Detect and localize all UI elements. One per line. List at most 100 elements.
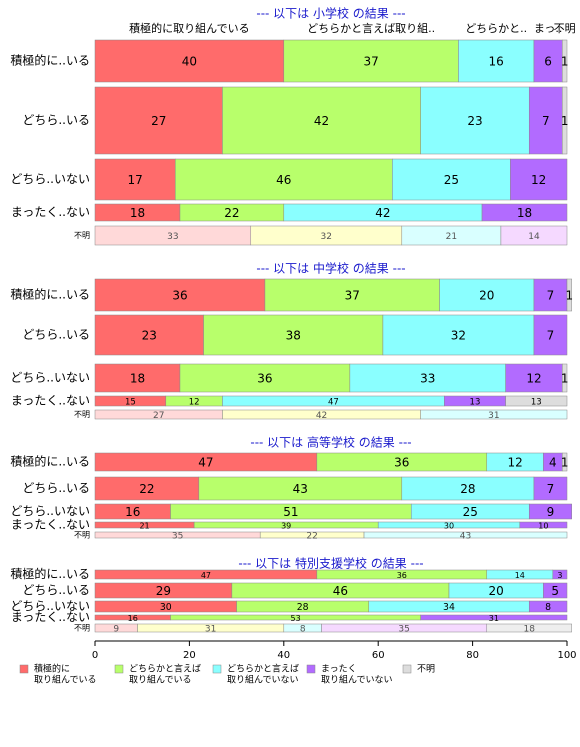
bar-segment: [486, 623, 572, 633]
value-label: 40: [182, 55, 197, 69]
value-label: 28: [297, 602, 309, 613]
bar-segment: [179, 363, 351, 393]
x-tick-label: 60: [372, 650, 385, 661]
bar-segment: [203, 314, 384, 356]
value-label: 36: [257, 372, 272, 386]
value-label: 47: [201, 571, 211, 580]
legend-label: どちらかと言えば: [129, 663, 201, 675]
legend-swatch: [212, 664, 222, 674]
bar-segment: [528, 600, 568, 613]
value-label: 13: [470, 398, 481, 408]
legend-label: 取り組んでいない: [321, 674, 393, 686]
value-label: 7: [542, 114, 550, 128]
value-label: 15: [125, 398, 136, 408]
value-label: 27: [153, 411, 164, 421]
row-label: 積極的に..いる: [10, 287, 90, 302]
value-label: 9: [547, 505, 555, 519]
bar-segment: [94, 158, 176, 201]
bar-segment: [458, 39, 535, 83]
bar-segment: [349, 363, 506, 393]
bar-segment: [528, 86, 563, 155]
value-label: 14: [515, 571, 525, 580]
value-label: 5: [551, 584, 559, 598]
legend-label: どちらかと言えば: [227, 663, 299, 675]
row-label: まったく..ない: [11, 394, 90, 408]
value-label: 46: [276, 173, 291, 187]
value-label: 21: [446, 232, 457, 242]
value-label: 35: [398, 625, 409, 635]
bar-segment: [552, 569, 568, 580]
value-label: 28: [460, 482, 475, 496]
row-label: 不明: [74, 231, 90, 240]
value-label: 36: [172, 289, 187, 303]
value-label: 7: [547, 482, 555, 496]
bar-segment: [439, 278, 535, 312]
value-label: 32: [321, 232, 332, 242]
bar-segment: [533, 39, 563, 83]
value-label: 37: [345, 289, 360, 303]
value-label: 47: [328, 398, 339, 408]
legend-swatch: [19, 664, 29, 674]
value-label: 51: [283, 505, 298, 519]
row-label: 積極的に..いる: [10, 454, 90, 469]
bar-segment: [174, 158, 393, 201]
value-label: 42: [314, 114, 329, 128]
x-tick-label: 100: [557, 650, 576, 661]
value-label: 4: [549, 456, 557, 470]
bar-segment: [283, 39, 459, 83]
legend-swatch: [306, 664, 316, 674]
value-label: 12: [507, 456, 522, 470]
row-label: どちら..いる: [22, 481, 90, 495]
value-label: 36: [394, 456, 409, 470]
value-label: 8: [300, 625, 306, 635]
row-label: 積極的に..いる: [10, 53, 90, 68]
value-label: 22: [224, 206, 239, 220]
value-label: 6: [544, 55, 552, 69]
panel-title: --- 以下は 中学校 の結果 ---: [256, 261, 405, 276]
bar-segment: [566, 278, 572, 312]
bar-segment: [264, 278, 440, 312]
value-label: 1: [566, 289, 574, 303]
value-label: 16: [489, 55, 504, 69]
value-label: 30: [160, 602, 172, 613]
value-label: 14: [528, 232, 540, 242]
value-label: 32: [451, 329, 466, 343]
row-label: まったく..ない: [11, 610, 90, 624]
row-label: どちら..いる: [22, 583, 90, 597]
value-label: 37: [363, 55, 378, 69]
value-label: 18: [130, 372, 145, 386]
panel-title: --- 以下は 小学校 の結果 ---: [256, 6, 405, 21]
column-header: 不明: [554, 22, 576, 35]
bar-segment: [94, 314, 204, 356]
bar-segment: [481, 203, 568, 222]
value-label: 43: [460, 532, 471, 542]
bar-segment: [533, 476, 568, 501]
legend-label: 取り組んでいない: [227, 674, 299, 686]
value-label: 53: [291, 614, 301, 623]
value-label: 30: [444, 522, 454, 531]
value-label: 31: [488, 411, 499, 421]
x-tick-label: 80: [466, 650, 479, 661]
value-label: 38: [286, 329, 301, 343]
value-label: 12: [189, 398, 200, 408]
row-label: まったく..ない: [11, 205, 90, 219]
value-label: 33: [420, 372, 435, 386]
bar-segment: [363, 531, 568, 539]
bar-segment: [420, 409, 568, 420]
value-label: 31: [205, 625, 216, 635]
value-label: 33: [167, 232, 178, 242]
bar-segment: [562, 86, 568, 155]
value-label: 9: [113, 625, 119, 635]
x-tick-label: 20: [183, 650, 196, 661]
value-label: 43: [293, 482, 308, 496]
bar-segment: [528, 503, 572, 520]
legend-label: 積極的に: [34, 663, 70, 675]
value-label: 27: [151, 114, 166, 128]
legend-label: 取り組んでいる: [129, 674, 192, 686]
x-tick-label: 40: [277, 650, 290, 661]
bar-segment: [533, 314, 568, 356]
bar-segment: [420, 614, 568, 621]
value-label: 42: [375, 206, 390, 220]
legend-label: まったく: [321, 664, 357, 675]
bar-segment: [543, 582, 568, 599]
